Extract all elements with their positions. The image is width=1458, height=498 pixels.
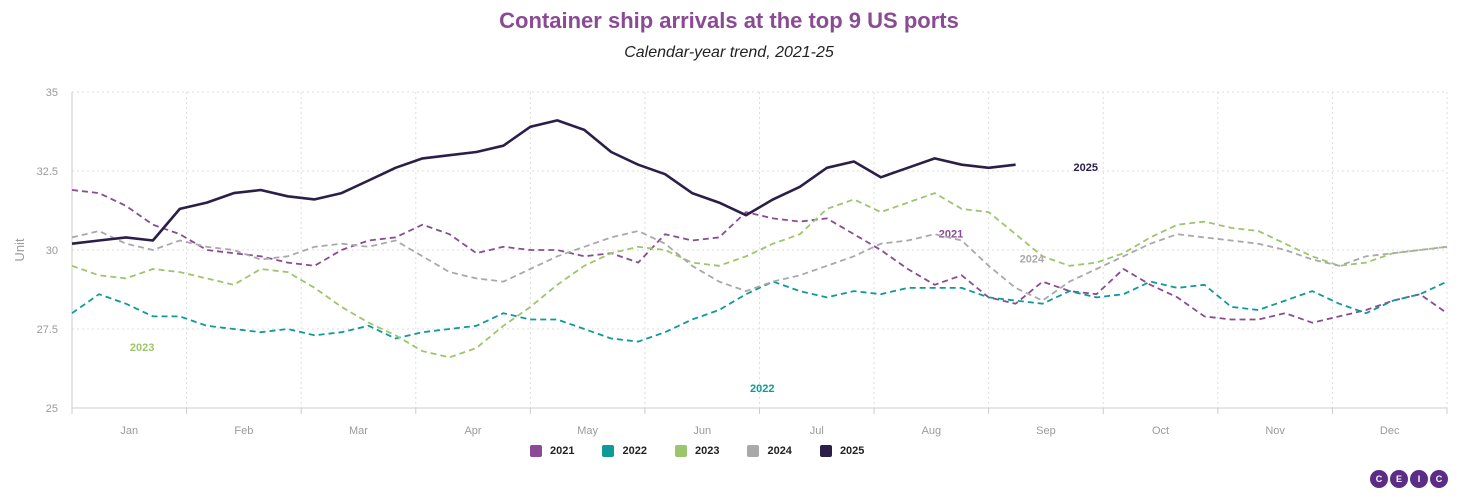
series-line-2022 — [71, 280, 1448, 343]
legend-label: 2022 — [622, 445, 647, 457]
x-tick-label: Jul — [810, 425, 824, 437]
x-tick-label: Mar — [349, 425, 368, 437]
y-tick-label: 32.5 — [37, 166, 58, 178]
x-tick-label: Oct — [1152, 425, 1169, 437]
y-tick-label: 27.5 — [37, 324, 58, 336]
series-line-2021 — [71, 189, 1448, 324]
legend-label: 2025 — [839, 445, 865, 457]
series-label-2024: 2024 — [1020, 254, 1045, 266]
x-tick-label: May — [577, 425, 598, 437]
y-tick-label: 35 — [46, 87, 58, 99]
legend-swatch — [602, 445, 615, 457]
series-line-2024 — [71, 230, 1448, 302]
x-tick-label: Aug — [922, 425, 942, 437]
x-tick-label: Jun — [693, 425, 711, 437]
legend-swatch — [674, 445, 687, 457]
x-tick-label: Feb — [234, 425, 253, 437]
series-label-2023: 2023 — [130, 342, 154, 354]
legend-item-2025[interactable]: 2025 — [819, 445, 865, 457]
legend-swatch — [819, 445, 832, 457]
x-tick-label: Jan — [120, 425, 138, 437]
legend-item-2023[interactable]: 2023 — [674, 445, 720, 457]
chart-subtitle: Calendar-year trend, 2021-25 — [624, 44, 834, 61]
chart-title: Container ship arrivals at the top 9 US … — [499, 8, 959, 33]
series-label-2021: 2021 — [939, 228, 963, 240]
y-tick-label: 25 — [46, 403, 58, 415]
logo-letter: I — [1410, 470, 1428, 488]
legend-label: 2021 — [550, 445, 575, 457]
logo-letter: C — [1370, 470, 1388, 488]
legend-swatch — [530, 445, 542, 457]
series-label-2025: 2025 — [1074, 162, 1098, 174]
legend-label: 2023 — [694, 445, 720, 457]
ceic-logo: C E I C — [1370, 470, 1448, 488]
legend-label: 2024 — [767, 445, 792, 457]
legend-swatch — [747, 445, 760, 457]
series-line-2023 — [71, 192, 1448, 359]
y-tick-label: 30 — [46, 245, 58, 257]
legend-item-2022[interactable]: 2022 — [602, 445, 647, 457]
x-tick-label: Nov — [1265, 425, 1285, 437]
x-tick-label: Sep — [1036, 425, 1056, 437]
y-axis-label: Unit — [12, 238, 27, 262]
legend-item-2024[interactable]: 2024 — [747, 445, 792, 457]
series-label-2022: 2022 — [750, 383, 774, 395]
series-line-2025 — [71, 119, 1016, 245]
legend-item-2021[interactable]: 2021 — [530, 445, 574, 457]
x-tick-label: Apr — [464, 425, 481, 437]
logo-letter: E — [1390, 470, 1408, 488]
legend: 2021 2022 2023 2024 2025 — [530, 445, 864, 457]
x-tick-label: Dec — [1380, 425, 1400, 437]
logo-letter: C — [1430, 470, 1448, 488]
